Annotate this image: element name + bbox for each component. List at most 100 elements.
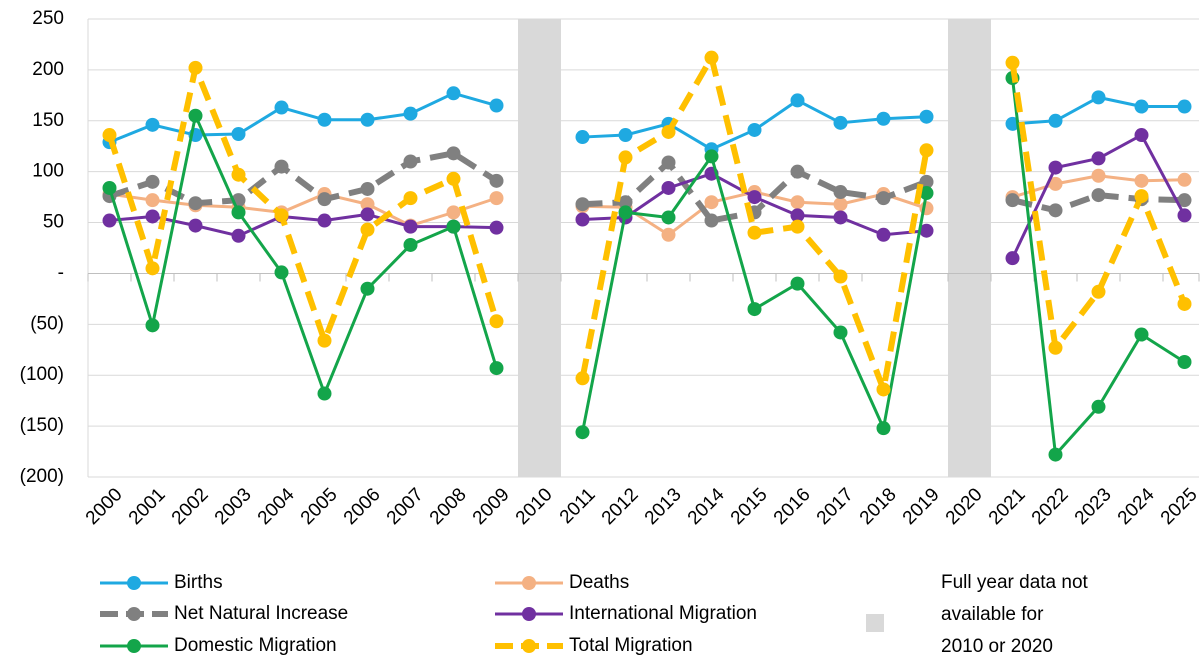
point [274,208,289,223]
point [446,86,461,101]
point [575,212,590,227]
point [618,195,633,210]
x-tick-label: 2003 [211,484,256,529]
y-tick-label: (50) [30,313,64,334]
point [1177,354,1192,369]
y-tick-label: 200 [32,59,64,80]
series [102,146,1192,228]
point [446,205,461,220]
legend-label: International Migration [569,603,757,624]
x-tick-label: 2002 [168,484,213,529]
point [188,108,203,123]
point [274,159,289,174]
legend-marker [127,576,141,590]
point [704,213,719,228]
point [446,219,461,234]
point [575,425,590,440]
point [1177,193,1192,208]
point [1134,189,1149,204]
point [833,197,848,212]
point [575,130,590,145]
x-tick-label: 2018 [856,484,901,529]
point [145,318,160,333]
point [403,237,418,252]
point [790,93,805,108]
point [317,386,332,401]
point [1177,172,1192,187]
point [1005,193,1020,208]
point [489,361,504,376]
point [489,220,504,235]
point [360,181,375,196]
point [145,261,160,276]
point [231,167,246,182]
point [145,209,160,224]
point [1091,168,1106,183]
point [704,195,719,210]
x-tick-label: 2012 [598,484,643,529]
point [1005,251,1020,266]
y-tick-label: 50 [43,212,64,233]
point [1005,55,1020,70]
point [618,128,633,143]
x-tick-label: 2024 [1114,484,1159,529]
point [1091,188,1106,203]
point [661,227,676,242]
point [403,219,418,234]
legend-marker [522,576,536,590]
legend-label: Deaths [569,572,629,593]
x-tick-label: 2016 [770,484,815,529]
point [231,205,246,220]
point [790,164,805,179]
legend-label: Net Natural Increase [174,603,348,624]
legend-marker [127,607,141,621]
point [489,173,504,188]
x-tick-label: 2022 [1028,484,1073,529]
point [489,314,504,329]
point [274,100,289,115]
gap-band [948,19,991,477]
point [1048,176,1063,191]
point [747,225,762,240]
point [1091,151,1106,166]
point [790,276,805,291]
point [618,150,633,165]
x-tick-label: 2023 [1071,484,1116,529]
point [747,302,762,317]
x-tick-label: 2011 [556,484,600,528]
point [790,219,805,234]
point [403,154,418,169]
legend-marker [127,639,141,653]
x-tick-label: 2021 [985,484,1030,529]
y-tick-label: 100 [32,161,64,182]
point [1134,327,1149,342]
point [919,186,934,201]
y-tick-label: - [58,262,64,283]
point [1048,340,1063,355]
point [446,146,461,161]
point [360,207,375,222]
point [575,197,590,212]
point [1134,128,1149,143]
point [618,205,633,220]
y-tick-label: (150) [20,415,64,436]
y-tick-label: 150 [32,110,64,131]
point [1177,208,1192,223]
x-tick-label: 2005 [297,484,342,529]
legend-marker [522,639,536,653]
point [360,112,375,127]
point [747,190,762,205]
legend-note: available for [941,604,1044,625]
point [919,223,934,238]
x-tick-label: 2004 [254,484,299,529]
point [317,213,332,228]
point [661,180,676,195]
x-tick-label: 2017 [813,484,858,529]
x-tick-label: 2015 [727,484,772,529]
x-tick-label: 2010 [512,484,557,529]
point [317,192,332,207]
point [1091,90,1106,105]
point [489,191,504,206]
point [833,185,848,200]
point [1091,284,1106,299]
